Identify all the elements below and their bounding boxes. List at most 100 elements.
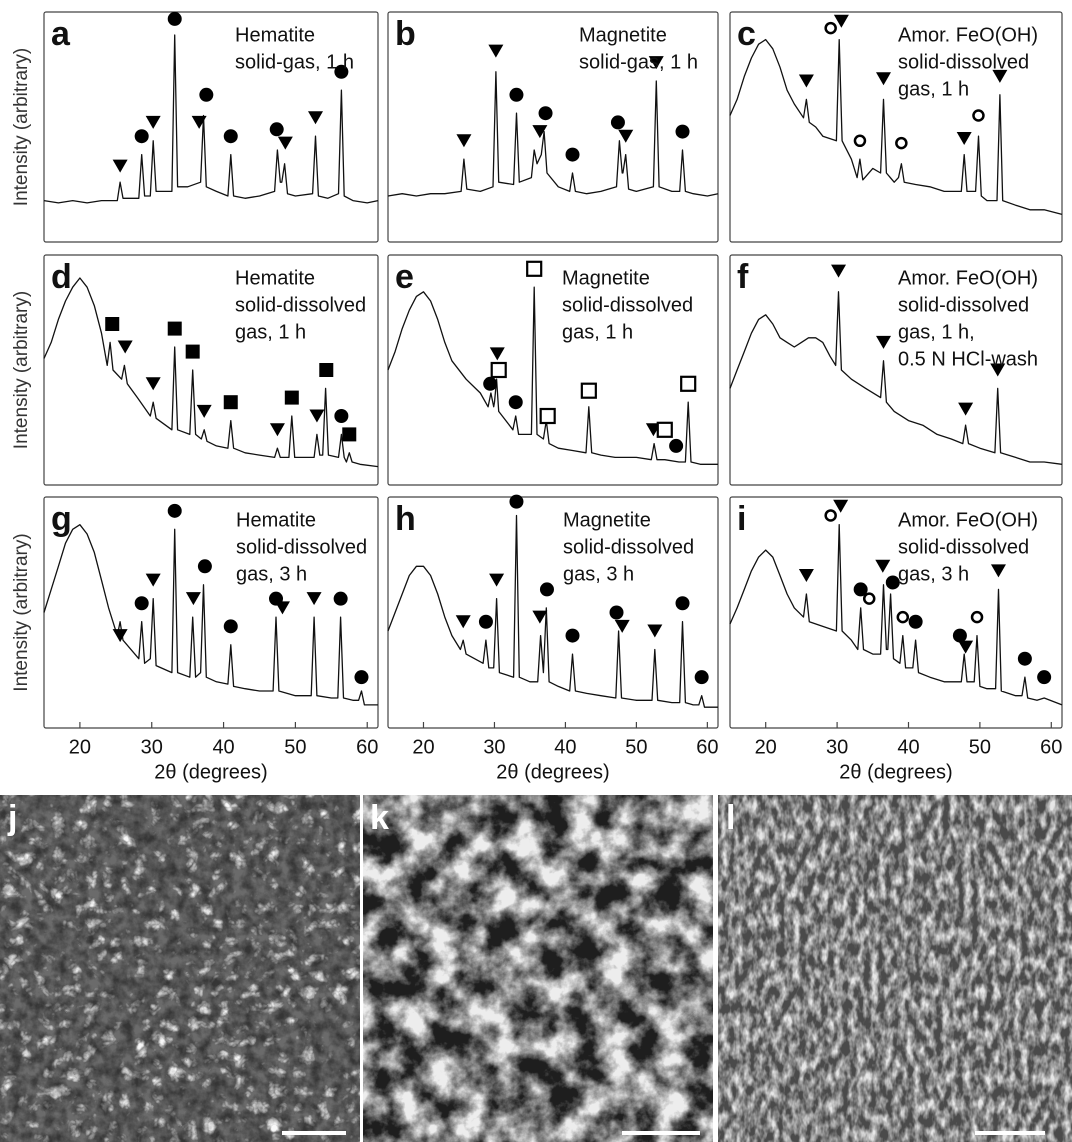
marker-triangle bbox=[618, 129, 634, 143]
marker-triangle bbox=[958, 402, 974, 416]
annotation: gas, 3 h bbox=[898, 563, 969, 585]
x-tick-label: 40 bbox=[554, 736, 576, 758]
annotation: gas, 1 h bbox=[898, 78, 969, 100]
plot-frame bbox=[43, 254, 379, 486]
panel-label: a bbox=[51, 15, 71, 53]
marker-open-circle bbox=[896, 610, 910, 624]
annotation: solid-gas, 1 h bbox=[579, 51, 698, 73]
marker-circle bbox=[483, 376, 498, 391]
marker-circle bbox=[610, 115, 625, 130]
marker-triangle bbox=[488, 44, 504, 58]
marker-circle bbox=[694, 670, 709, 685]
marker-circle bbox=[197, 559, 212, 574]
marker-circle bbox=[223, 129, 238, 144]
marker-circle bbox=[223, 619, 238, 634]
marker-square bbox=[342, 427, 357, 442]
annotation: Magnetite bbox=[562, 267, 650, 289]
marker-square bbox=[105, 317, 120, 331]
plot-frame bbox=[387, 254, 719, 486]
x-axis-title: 2θ (degrees) bbox=[839, 761, 952, 783]
marker-triangle bbox=[990, 564, 1006, 578]
panel-label: b bbox=[395, 15, 416, 53]
marker-triangle bbox=[798, 74, 814, 88]
annotation: Amor. FeO(OH) bbox=[898, 24, 1038, 46]
panel: a Hematite solid-gas, 1 h Intensity (arbitr… bbox=[11, 11, 379, 243]
marker-circle bbox=[509, 494, 524, 509]
x-tick-label: 40 bbox=[897, 736, 919, 758]
marker-circle bbox=[609, 605, 624, 620]
marker-circle bbox=[199, 87, 214, 102]
marker-triangle bbox=[876, 72, 892, 86]
x-tick-label: 20 bbox=[69, 736, 91, 758]
marker-circle bbox=[509, 87, 524, 102]
panel-label: d bbox=[51, 258, 72, 296]
panel-label: i bbox=[737, 500, 746, 538]
xrd-trace bbox=[387, 514, 718, 708]
marker-circle bbox=[908, 614, 923, 629]
marker-triangle bbox=[831, 264, 847, 278]
marker-open-circle bbox=[895, 136, 908, 150]
annotation: Hematite bbox=[235, 24, 315, 46]
marker-triangle bbox=[309, 409, 325, 423]
marker-circle bbox=[565, 147, 580, 162]
marker-open-circle bbox=[824, 509, 837, 522]
plot-frame bbox=[729, 496, 1063, 729]
xrd-trace bbox=[729, 524, 1063, 706]
marker-triangle bbox=[614, 619, 630, 633]
x-tick-label: 50 bbox=[284, 736, 306, 758]
panel: f Amor. FeO(OH) solid-dissolved gas, 1 h, 0.… bbox=[729, 254, 1063, 486]
panel: d Hematite solid-dissolved gas, 1 h Intensit… bbox=[11, 254, 379, 486]
xrd-trace bbox=[43, 277, 379, 468]
panel: e Magnetite solid-dissolved gas, 1 h bbox=[387, 254, 719, 486]
marker-triangle bbox=[455, 615, 471, 629]
annotation: gas, 1 h bbox=[562, 321, 633, 343]
x-axis-title: 2θ (degrees) bbox=[154, 761, 267, 783]
marker-triangle bbox=[489, 573, 505, 587]
marker-circle bbox=[134, 596, 149, 611]
annotation: solid-dissolved bbox=[898, 294, 1029, 316]
marker-square bbox=[167, 321, 182, 336]
plot-frame bbox=[43, 11, 379, 243]
annotation: solid-dissolved bbox=[562, 294, 693, 316]
marker-circle bbox=[134, 129, 149, 144]
marker-circle bbox=[354, 670, 369, 685]
marker-open-square bbox=[680, 375, 697, 392]
panel: h Magnetite solid-dissolved gas, 3 h 20 30 40 5… bbox=[387, 494, 719, 783]
panel-label: f bbox=[737, 258, 749, 296]
annotation: solid-gas, 1 h bbox=[235, 51, 354, 73]
marker-triangle bbox=[117, 340, 133, 354]
marker-triangle bbox=[269, 423, 285, 437]
annotation: Amor. FeO(OH) bbox=[898, 267, 1038, 289]
panel: c Amor. FeO(OH) solid-dissolved gas, 1 h bbox=[729, 11, 1063, 243]
xrd-trace bbox=[729, 291, 1063, 465]
panel: i Amor. FeO(OH) solid-dissolved gas, 3 h 20 3… bbox=[729, 496, 1063, 783]
xrd-trace bbox=[729, 38, 1063, 216]
marker-triangle bbox=[274, 601, 290, 615]
marker-circle bbox=[334, 64, 349, 79]
marker-circle bbox=[853, 582, 868, 597]
marker-circle bbox=[675, 124, 690, 139]
image-label: l bbox=[726, 799, 735, 837]
marker-triangle bbox=[308, 111, 324, 125]
annotation: gas, 3 h bbox=[236, 563, 307, 585]
sem-k bbox=[363, 795, 713, 1142]
marker-circle bbox=[675, 596, 690, 611]
x-tick-label: 20 bbox=[412, 736, 434, 758]
annotation: solid-dissolved bbox=[235, 294, 366, 316]
marker-triangle bbox=[875, 559, 891, 573]
x-tick-label: 30 bbox=[483, 736, 505, 758]
image-label: k bbox=[370, 799, 389, 837]
marker-triangle bbox=[112, 159, 128, 173]
panel-label: h bbox=[395, 500, 416, 538]
marker-triangle bbox=[112, 629, 128, 643]
marker-open-circle bbox=[970, 610, 984, 624]
image-label: j bbox=[7, 799, 17, 837]
panel-label: c bbox=[737, 15, 756, 53]
marker-triangle bbox=[145, 115, 161, 129]
plot-frame bbox=[43, 496, 379, 729]
annotation: solid-dissolved bbox=[236, 536, 367, 558]
marker-open-square bbox=[580, 382, 597, 399]
plot-frame bbox=[729, 254, 1063, 486]
xrd-trace bbox=[43, 34, 379, 204]
